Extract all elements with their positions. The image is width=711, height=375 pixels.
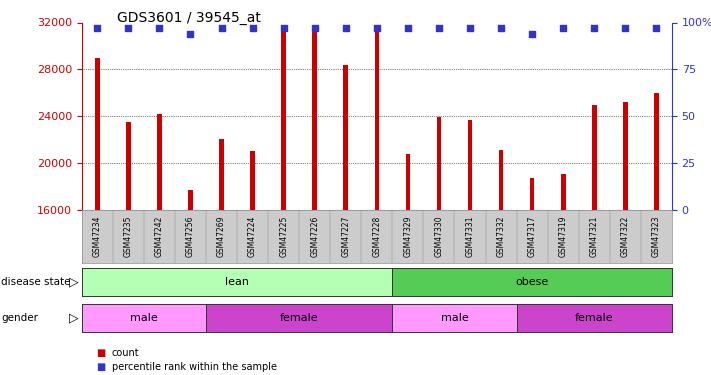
Bar xyxy=(250,152,255,210)
Point xyxy=(123,25,134,31)
Bar xyxy=(623,102,628,210)
Point xyxy=(557,25,569,31)
Text: GSM47242: GSM47242 xyxy=(155,216,164,257)
Text: GSM47322: GSM47322 xyxy=(621,216,630,257)
Text: disease state: disease state xyxy=(1,277,71,287)
Text: female: female xyxy=(575,313,614,323)
Point xyxy=(402,25,414,31)
Point xyxy=(371,25,383,31)
Bar xyxy=(437,117,442,210)
Point xyxy=(496,25,507,31)
Point xyxy=(247,25,258,31)
Text: count: count xyxy=(112,348,139,358)
Text: GSM47269: GSM47269 xyxy=(217,216,226,257)
Text: GSM47225: GSM47225 xyxy=(279,216,288,257)
Point xyxy=(340,25,351,31)
Bar xyxy=(405,154,410,210)
Text: GSM47226: GSM47226 xyxy=(310,216,319,257)
Bar xyxy=(312,28,317,210)
Text: GSM47224: GSM47224 xyxy=(248,216,257,257)
Point xyxy=(309,25,321,31)
Text: GSM47234: GSM47234 xyxy=(93,216,102,257)
Text: ■: ■ xyxy=(96,362,105,372)
Text: GSM47329: GSM47329 xyxy=(403,216,412,257)
Text: ■: ■ xyxy=(96,348,105,358)
Point xyxy=(278,25,289,31)
Bar xyxy=(343,64,348,210)
Text: male: male xyxy=(130,313,158,323)
Text: GSM47227: GSM47227 xyxy=(341,216,351,257)
Bar xyxy=(468,120,472,210)
Point xyxy=(589,25,600,31)
Point xyxy=(464,25,476,31)
Point xyxy=(185,31,196,37)
Text: GSM47319: GSM47319 xyxy=(559,216,567,257)
Text: obese: obese xyxy=(515,277,549,287)
Text: GSM47321: GSM47321 xyxy=(589,216,599,257)
Point xyxy=(433,25,444,31)
Text: gender: gender xyxy=(1,313,38,323)
Point xyxy=(216,25,228,31)
Text: GSM47256: GSM47256 xyxy=(186,216,195,257)
Bar xyxy=(375,28,379,210)
Bar xyxy=(561,174,565,210)
Bar xyxy=(188,190,193,210)
Bar xyxy=(126,122,131,210)
Text: male: male xyxy=(441,313,469,323)
Text: GSM47330: GSM47330 xyxy=(434,215,444,257)
Point xyxy=(154,25,165,31)
Bar xyxy=(498,150,503,210)
Point xyxy=(619,25,631,31)
Bar xyxy=(530,178,535,210)
Bar xyxy=(654,93,658,210)
Text: GDS3601 / 39545_at: GDS3601 / 39545_at xyxy=(117,11,261,25)
Text: GSM47317: GSM47317 xyxy=(528,216,537,257)
Point xyxy=(651,25,662,31)
Bar xyxy=(95,58,100,210)
Bar xyxy=(282,32,286,210)
Text: GSM47331: GSM47331 xyxy=(466,216,474,257)
Text: lean: lean xyxy=(225,277,249,287)
Point xyxy=(526,31,538,37)
Text: percentile rank within the sample: percentile rank within the sample xyxy=(112,362,277,372)
Text: GSM47235: GSM47235 xyxy=(124,216,133,257)
Text: GSM47323: GSM47323 xyxy=(652,216,661,257)
Text: ▷: ▷ xyxy=(68,276,78,289)
Bar xyxy=(157,114,161,210)
Text: GSM47332: GSM47332 xyxy=(496,216,506,257)
Text: ▷: ▷ xyxy=(68,311,78,324)
Point xyxy=(92,25,103,31)
Text: GSM47228: GSM47228 xyxy=(373,216,381,257)
Text: female: female xyxy=(280,313,319,323)
Bar xyxy=(219,138,224,210)
Bar xyxy=(592,105,597,210)
